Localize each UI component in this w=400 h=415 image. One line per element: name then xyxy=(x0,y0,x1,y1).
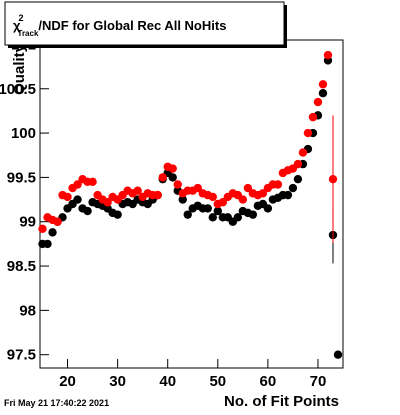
point xyxy=(88,177,97,187)
title-box: χ2 Track/NDF for Global Rec All NoHits xyxy=(4,1,287,48)
y-tick-label: 98 xyxy=(19,302,36,319)
point xyxy=(168,164,177,173)
point xyxy=(283,190,293,200)
point xyxy=(158,173,167,182)
timestamp: Fri May 21 17:40:22 2021 xyxy=(4,398,109,408)
point xyxy=(288,183,298,193)
point xyxy=(273,180,283,189)
point xyxy=(248,210,258,219)
point xyxy=(63,192,72,202)
point xyxy=(133,186,142,195)
x-tick-label: 50 xyxy=(209,373,226,390)
point xyxy=(318,80,328,89)
point xyxy=(208,213,217,222)
point xyxy=(258,189,268,198)
point xyxy=(298,148,308,157)
point xyxy=(293,174,303,184)
y-tick-label: 98.5 xyxy=(7,258,36,275)
point xyxy=(193,183,202,193)
point xyxy=(153,190,162,200)
point xyxy=(308,112,318,122)
point xyxy=(73,180,82,189)
point xyxy=(38,224,47,234)
title-sub: Track xyxy=(18,29,39,38)
point xyxy=(113,210,122,219)
title-symbol: χ xyxy=(13,18,21,33)
x-axis-title: No. of Fit Points xyxy=(224,393,339,410)
title-rest: /NDF for Global Rec All NoHits xyxy=(38,18,226,33)
point xyxy=(183,210,192,219)
y-axis-title: Quality xyxy=(11,43,28,95)
point xyxy=(218,198,228,207)
point xyxy=(53,217,62,226)
point xyxy=(213,206,222,216)
point xyxy=(83,206,92,216)
point xyxy=(238,195,248,204)
x-tick-label: 40 xyxy=(159,373,176,390)
y-tick-label: 97.5 xyxy=(7,347,36,364)
x-tick-label: 70 xyxy=(310,373,327,390)
point xyxy=(178,195,187,204)
point xyxy=(333,350,343,359)
x-tick-label: 30 xyxy=(109,373,126,390)
point xyxy=(323,50,333,60)
chart-title: χ2 Track/NDF for Global Rec All NoHits xyxy=(13,13,226,38)
point xyxy=(318,88,328,98)
title-sup: 2 xyxy=(18,13,23,23)
x-tick-label: 20 xyxy=(59,373,76,390)
y-tick-label: 99 xyxy=(19,214,36,231)
point xyxy=(328,174,338,184)
point xyxy=(293,159,303,169)
point xyxy=(263,204,273,213)
y-tick-label: 100 xyxy=(11,125,36,142)
y-tick-label: 99.5 xyxy=(7,169,36,186)
point xyxy=(73,195,82,204)
point xyxy=(43,239,52,249)
x-tick-label: 60 xyxy=(260,373,277,390)
title-background xyxy=(4,1,285,46)
point xyxy=(173,180,182,189)
point xyxy=(103,198,112,207)
point xyxy=(168,173,177,182)
point xyxy=(233,213,243,222)
point xyxy=(313,97,323,107)
point xyxy=(203,204,212,213)
point xyxy=(243,183,253,193)
point xyxy=(48,228,57,237)
point xyxy=(303,128,313,138)
y-tick-label: 100.5 xyxy=(0,81,36,98)
point xyxy=(208,192,217,202)
